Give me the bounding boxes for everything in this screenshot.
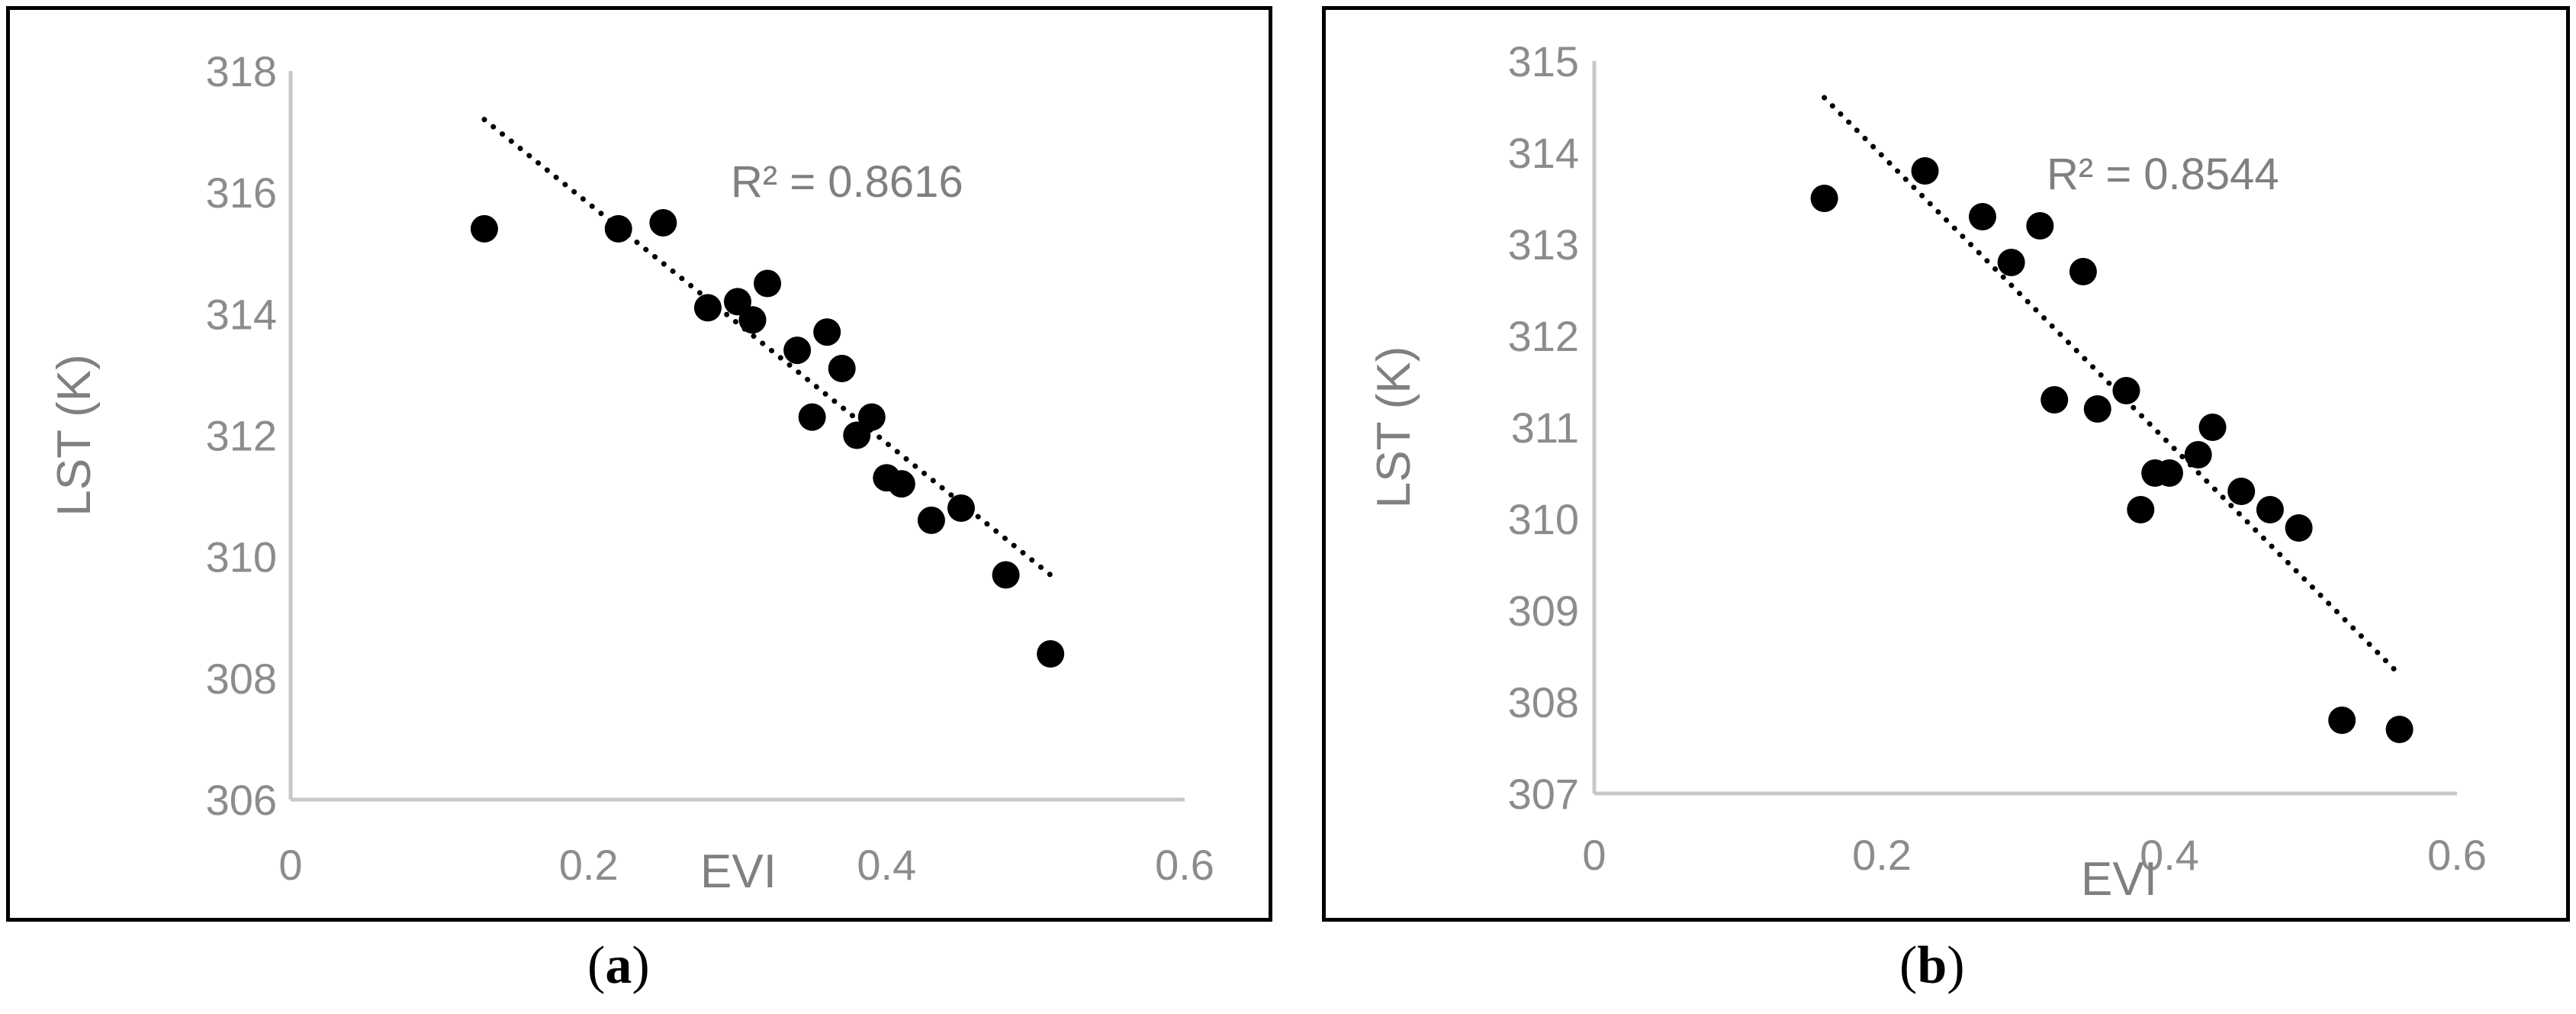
- y-tick-label: 307: [1508, 770, 1579, 818]
- y-tick-label: 312: [1508, 312, 1579, 360]
- x-tick-label: 0: [278, 841, 302, 889]
- y-tick-label: 316: [206, 169, 277, 217]
- y-tick-label: 315: [1508, 37, 1579, 85]
- x-tick-label: 0.6: [1155, 841, 1214, 889]
- x-tick-label: 0: [1582, 831, 1606, 879]
- data-point: [738, 306, 767, 334]
- x-tick-label: 0.2: [559, 841, 619, 889]
- x-tick-label: 0.2: [1852, 831, 1912, 879]
- y-tick-label: 308: [206, 655, 277, 703]
- y-tick-label: 313: [1508, 221, 1579, 269]
- caption-a: (a): [587, 936, 650, 995]
- y-tick-label: 309: [1508, 587, 1579, 635]
- data-point: [2026, 212, 2054, 240]
- data-point: [1968, 203, 1996, 230]
- data-point: [2198, 414, 2227, 441]
- data-point: [1810, 185, 1838, 212]
- r-squared-label: R² = 0.8544: [2047, 150, 2279, 199]
- data-point: [992, 561, 1020, 589]
- caption-b: (b): [1899, 936, 1965, 995]
- data-point: [2227, 478, 2256, 505]
- data-point: [1997, 249, 2025, 276]
- data-point: [2385, 716, 2414, 743]
- trendline: [1822, 95, 2403, 678]
- data-point: [724, 288, 751, 316]
- r-squared-label: R² = 0.8616: [731, 157, 963, 207]
- x-tick-label: 0.4: [857, 841, 916, 889]
- y-tick-label: 306: [206, 776, 277, 824]
- x-tick-label: 0.6: [2427, 831, 2487, 879]
- data-point: [813, 318, 841, 346]
- caption-letter-b: b: [1917, 936, 1947, 995]
- y-axis-label: LST (K): [48, 354, 101, 516]
- data-point: [2328, 707, 2356, 734]
- chart-panel-b: 307 308 309 310 311 312 313 314 315 0 0.2 0.4 0.6 EVI…: [1322, 6, 2570, 922]
- data-point: [470, 214, 498, 243]
- data-point: [1037, 640, 1065, 668]
- data-point: [917, 506, 945, 534]
- scatter-chart-b: 307 308 309 310 311 312 313 314 315 0 0.2 0.4 0.6 EVI…: [1368, 37, 2487, 906]
- data-point: [798, 403, 826, 431]
- y-tick-label: 314: [206, 290, 277, 338]
- y-tick-label: 310: [206, 533, 277, 581]
- data-point: [2112, 377, 2140, 404]
- data-point: [857, 403, 886, 431]
- data-point: [2127, 496, 2155, 523]
- y-axis-label: LST (K): [1368, 346, 1420, 508]
- y-tick-label: 312: [206, 412, 277, 460]
- data-point: [2041, 386, 2069, 414]
- chart-panel-a: 306 308 310 312 314 316 318 0 0.2 0.4 0.6 EVI LST (K…: [6, 6, 1272, 922]
- data-point: [649, 208, 677, 237]
- y-tick-label: 314: [1508, 129, 1579, 177]
- data-point: [947, 494, 975, 522]
- y-tick-label: 311: [1511, 404, 1579, 452]
- data-point: [2285, 514, 2313, 542]
- data-point: [2083, 395, 2111, 423]
- data-point: [887, 470, 915, 498]
- data-point: [2256, 496, 2284, 523]
- data-point: [783, 336, 812, 365]
- x-tick-label: 0.4: [2140, 831, 2199, 879]
- data-point: [2069, 258, 2097, 285]
- data-point: [828, 354, 856, 382]
- y-tick-label: 308: [1508, 678, 1579, 726]
- caption-letter-a: a: [605, 936, 632, 995]
- data-point: [604, 214, 632, 243]
- data-point: [2184, 441, 2212, 468]
- data-point: [2156, 459, 2183, 487]
- x-axis-label: EVI: [700, 845, 777, 898]
- data-point: [754, 269, 782, 298]
- data-point: [693, 294, 722, 322]
- x-axis-label: EVI: [2081, 853, 2157, 906]
- y-tick-label: 310: [1508, 495, 1579, 543]
- y-tick-label: 318: [206, 47, 277, 95]
- data-point: [843, 421, 871, 449]
- data-point: [1911, 157, 1939, 185]
- scatter-chart-a: 306 308 310 312 314 316 318 0 0.2 0.4 0.6 EVI LST (K…: [48, 47, 1214, 898]
